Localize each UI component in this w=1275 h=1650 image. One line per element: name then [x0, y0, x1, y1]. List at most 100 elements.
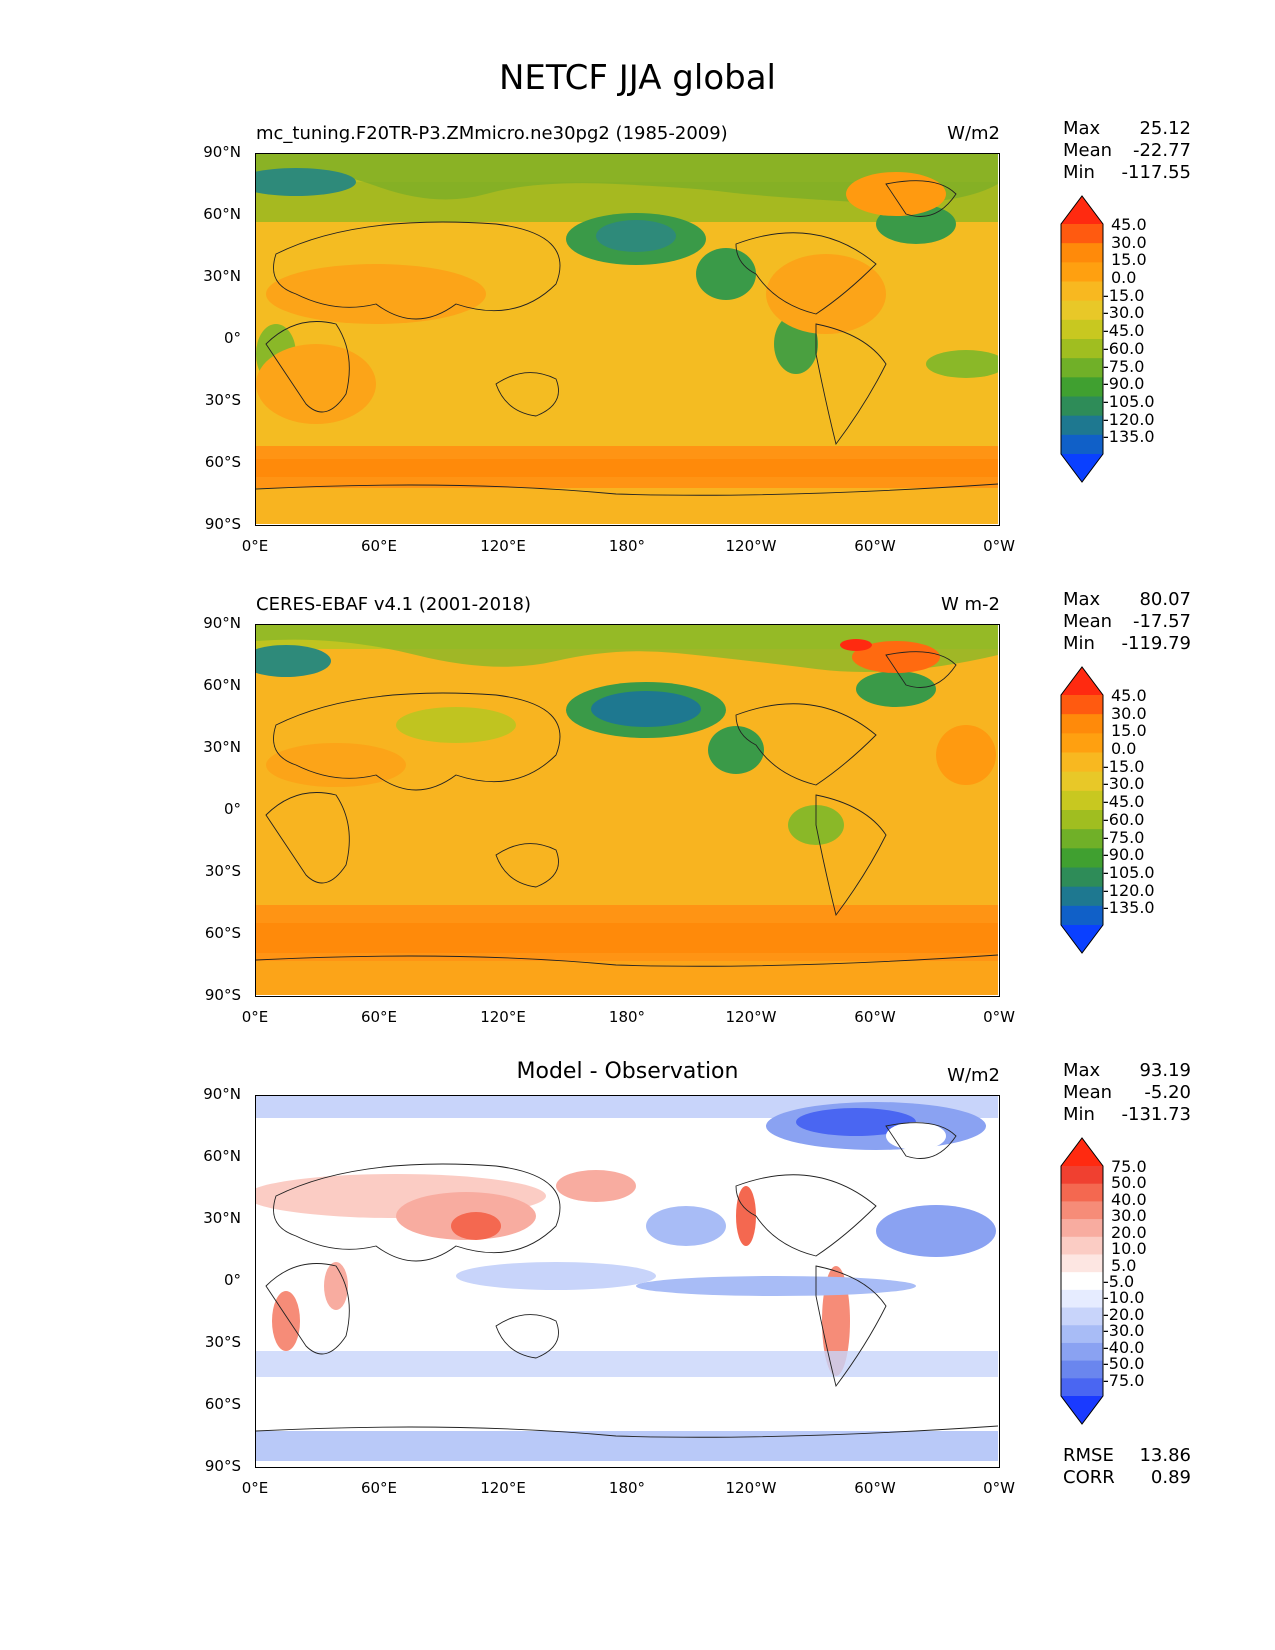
lat-tick: 60°N [203, 676, 241, 694]
colorbar-band [1061, 810, 1103, 830]
colorbar-band [1061, 867, 1103, 888]
lon-tick: 60°E [360, 1008, 398, 1026]
colorbar-level-label: -135.0 [1103, 427, 1155, 447]
colorbar-band [1061, 1342, 1103, 1362]
lon-tick: 180° [608, 1008, 646, 1026]
lon-tick: 60°E [360, 537, 398, 555]
colorbar-level-label: 5.0 [1111, 1255, 1137, 1275]
lat-tick: 30°S [204, 1333, 241, 1351]
colorbar-extend-max [1061, 667, 1103, 695]
colorbar-level-label: 15.0 [1111, 721, 1147, 741]
colorbar-band [1061, 1307, 1103, 1326]
colorbar-level-label: 75.0 [1111, 1157, 1147, 1176]
lon-tick: 0°E [241, 537, 269, 555]
colorbar-outline [1060, 195, 1104, 483]
colorbar-level-label: -60.0 [1103, 338, 1145, 358]
panel-title: mc_tuning.F20TR-P3.ZMmicro.ne30pg2 (1985… [256, 123, 728, 144]
lon-tick: 120°E [480, 537, 526, 555]
colorbar-band [1061, 396, 1103, 417]
colorbar-level-label: -135.0 [1103, 898, 1155, 918]
colorbar-level-label: 45.0 [1111, 686, 1147, 705]
lat-tick: 30°S [204, 391, 241, 409]
stat-max: 25.12 [1139, 118, 1191, 139]
colorbar-band [1061, 1201, 1103, 1220]
panel-units: W m-2 [940, 594, 1000, 615]
panel-title: Model - Observation [516, 1059, 739, 1084]
map-field [256, 154, 998, 524]
colorbar-band [1061, 1236, 1103, 1255]
colorbar-level-label: 30.0 [1111, 232, 1147, 252]
colorbar-level-label: -105.0 [1103, 862, 1155, 882]
colorbar-band [1061, 243, 1103, 263]
stat-label: Mean [1063, 1082, 1113, 1103]
colorbar-level-label: -90.0 [1103, 845, 1145, 865]
lat-tick: 90°S [204, 515, 241, 533]
colorbar-level-label: -10.0 [1103, 1288, 1145, 1308]
colorbar-level-label: -30.0 [1103, 1321, 1145, 1341]
colorbar-band [1061, 300, 1103, 321]
stat-min: -119.79 [1121, 633, 1191, 654]
colorbar-band [1061, 733, 1103, 753]
stat-label: Max [1063, 1060, 1101, 1081]
map-plot [255, 153, 1000, 526]
lon-tick: 0°E [241, 1008, 269, 1026]
colorbar-band [1061, 905, 1103, 926]
colorbar-level-label: -45.0 [1103, 792, 1145, 812]
corr-value: 0.89 [1150, 1467, 1191, 1488]
lon-tick: 60°E [360, 1479, 398, 1497]
stat-label: Min [1063, 1104, 1095, 1125]
colorbar-band [1061, 848, 1103, 868]
stats-block: Max 93.19 Mean -5.20 Min -131.73 [1063, 1060, 1191, 1126]
colorbar-level-label: -15.0 [1103, 756, 1145, 776]
stat-min: -131.73 [1121, 1104, 1191, 1125]
colorbar-level-label: -90.0 [1103, 374, 1145, 394]
stat-mean: -17.57 [1132, 611, 1191, 632]
colorbar-band [1061, 262, 1103, 282]
colorbar-level-label: 10.0 [1111, 1239, 1147, 1259]
colorbar-extend-max [1061, 1138, 1103, 1166]
rmse-label: RMSE [1063, 1445, 1114, 1466]
colorbar-band [1061, 1272, 1103, 1291]
colorbar-graphic [1060, 195, 1104, 483]
colorbar-level-label: -75.0 [1103, 356, 1145, 376]
stat-mean: -22.77 [1132, 140, 1191, 161]
lat-tick: 90°S [204, 1457, 241, 1475]
colorbar-graphic [1060, 1137, 1104, 1425]
stat-label: Min [1063, 162, 1095, 183]
colorbar: 45.0 30.0 15.0 0.0 -15.0 -30.0 -45.0 -60.0 -75.0… [1060, 195, 1155, 483]
lat-tick: 30°N [203, 738, 241, 756]
lon-tick: 180° [608, 537, 646, 555]
colorbar-level-label: -20.0 [1103, 1304, 1145, 1324]
colorbar-band [1061, 829, 1103, 849]
colorbar-band [1061, 886, 1103, 907]
lon-tick: 60°W [854, 537, 896, 555]
panel-units: W/m2 [947, 123, 1000, 144]
lon-tick: 120°E [480, 1479, 526, 1497]
colorbar-extend-min [1061, 925, 1103, 953]
lat-tick: 90°N [203, 143, 241, 161]
colorbar-level-label: -50.0 [1103, 1354, 1145, 1374]
lat-tick: 90°S [204, 986, 241, 1004]
colorbar-band [1061, 1166, 1103, 1185]
lat-tick: 0° [223, 1271, 241, 1289]
stat-label: Max [1063, 589, 1101, 610]
stat-label: Mean [1063, 140, 1113, 161]
colorbar-level-label: -30.0 [1103, 303, 1145, 323]
colorbar-band [1061, 695, 1103, 715]
colorbar-level-label: 15.0 [1111, 250, 1147, 270]
colorbar-outline [1060, 1137, 1104, 1425]
skill-scores: RMSE 13.86 CORR 0.89 [1063, 1445, 1191, 1489]
rmse-value: 13.86 [1139, 1445, 1191, 1466]
lat-tick: 0° [223, 800, 241, 818]
colorbar-extend-max [1061, 196, 1103, 224]
lon-tick: 120°W [725, 537, 777, 555]
colorbar-band [1061, 415, 1103, 436]
colorbar-level-label: 0.0 [1111, 739, 1137, 759]
colorbar-level-label: -120.0 [1103, 880, 1155, 900]
colorbar-level-label: -30.0 [1103, 774, 1145, 794]
colorbar-band [1061, 790, 1103, 811]
colorbar-level-label: 30.0 [1111, 703, 1147, 723]
colorbar-level-label: -60.0 [1103, 809, 1145, 829]
colorbar-level-label: -75.0 [1103, 827, 1145, 847]
colorbar-extend-min [1061, 454, 1103, 482]
